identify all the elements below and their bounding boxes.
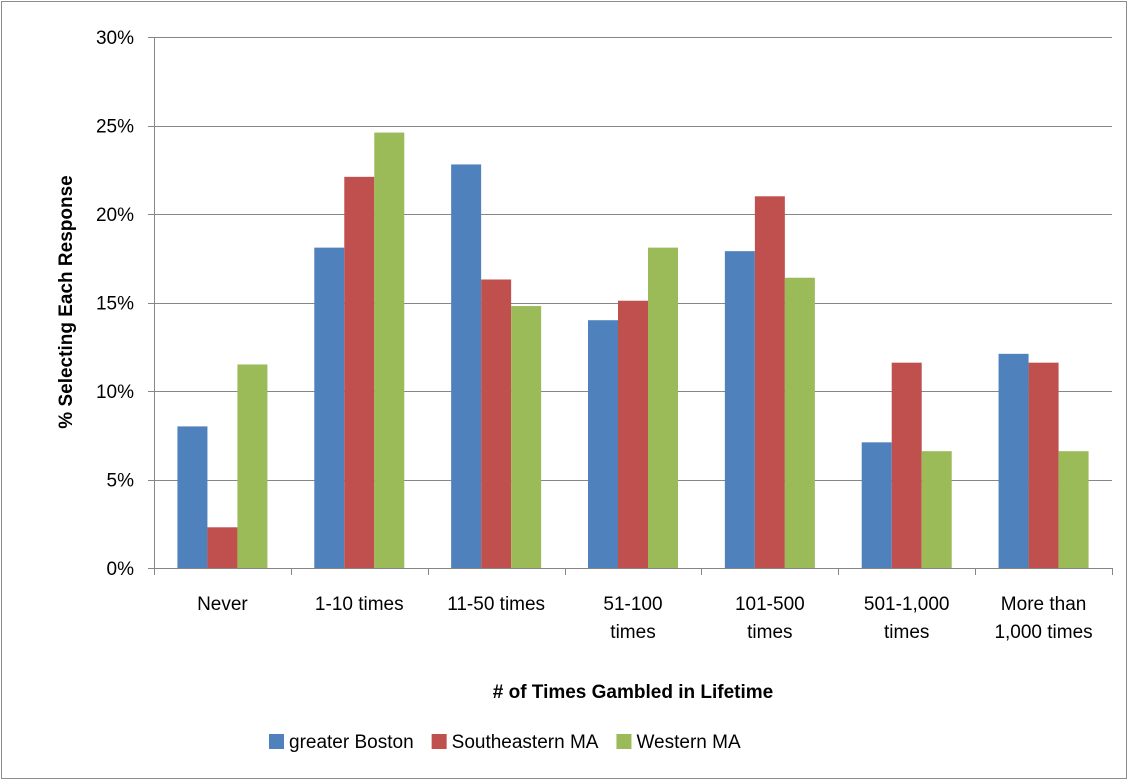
y-tick-label: 10% xyxy=(96,382,134,403)
legend-label: Western MA xyxy=(636,732,741,753)
bar xyxy=(177,426,208,568)
bar xyxy=(588,320,618,568)
bar xyxy=(1028,362,1059,568)
bar xyxy=(344,176,375,568)
legend-swatch xyxy=(431,734,447,749)
y-tick-label: 0% xyxy=(107,559,135,580)
legend-swatch xyxy=(616,734,632,749)
legend: greater Boston Southeastern MA Western MA xyxy=(269,732,741,753)
legend-label: greater Boston xyxy=(289,732,414,753)
x-tick-label: 101-500 xyxy=(735,594,805,615)
x-tick-label: Never xyxy=(197,594,248,615)
legend-swatch xyxy=(269,734,284,749)
bar xyxy=(237,364,268,568)
bar xyxy=(1058,451,1089,568)
bar xyxy=(998,353,1029,568)
bars xyxy=(177,132,1089,569)
bar xyxy=(724,251,755,569)
bar xyxy=(511,306,542,568)
y-tick-labels: 0% 5% 10% 15% 20% 25% 30% xyxy=(96,28,134,580)
axes xyxy=(148,37,1113,575)
bar xyxy=(784,277,815,568)
x-tick-label: More than xyxy=(1001,594,1087,615)
y-axis-title: % Selecting Each Response xyxy=(56,175,77,428)
x-tick-label: times xyxy=(747,622,792,643)
bar xyxy=(861,442,892,568)
bar xyxy=(207,527,238,568)
x-tick-label: 11-50 times xyxy=(447,594,545,615)
bar xyxy=(618,300,648,568)
y-tick-label: 15% xyxy=(96,294,134,315)
y-tick-label: 30% xyxy=(96,28,134,49)
x-tick-label: 51-100 xyxy=(603,594,662,615)
x-tick-label: 501-1,000 xyxy=(864,594,950,615)
legend-label: Southeastern MA xyxy=(452,732,599,753)
x-tick-labels: Never 1-10 times 11-50 times 51-100 times 101… xyxy=(197,594,1093,643)
bar xyxy=(648,247,678,568)
bar xyxy=(481,279,512,568)
y-tick-label: 5% xyxy=(107,471,135,492)
bar xyxy=(374,132,405,568)
y-tick-label: 25% xyxy=(96,117,134,138)
bar xyxy=(314,247,345,568)
x-axis-title: # of Times Gambled in Lifetime xyxy=(493,682,774,703)
x-tick-label: 1-10 times xyxy=(315,594,404,615)
x-tick-label: 1,000 times xyxy=(994,622,1092,643)
bar xyxy=(891,362,922,568)
bar xyxy=(451,164,482,568)
x-tick-label: times xyxy=(610,622,655,643)
bar xyxy=(921,451,952,568)
x-tick-label: times xyxy=(884,622,929,643)
y-tick-label: 20% xyxy=(96,205,134,226)
bar xyxy=(754,196,785,569)
